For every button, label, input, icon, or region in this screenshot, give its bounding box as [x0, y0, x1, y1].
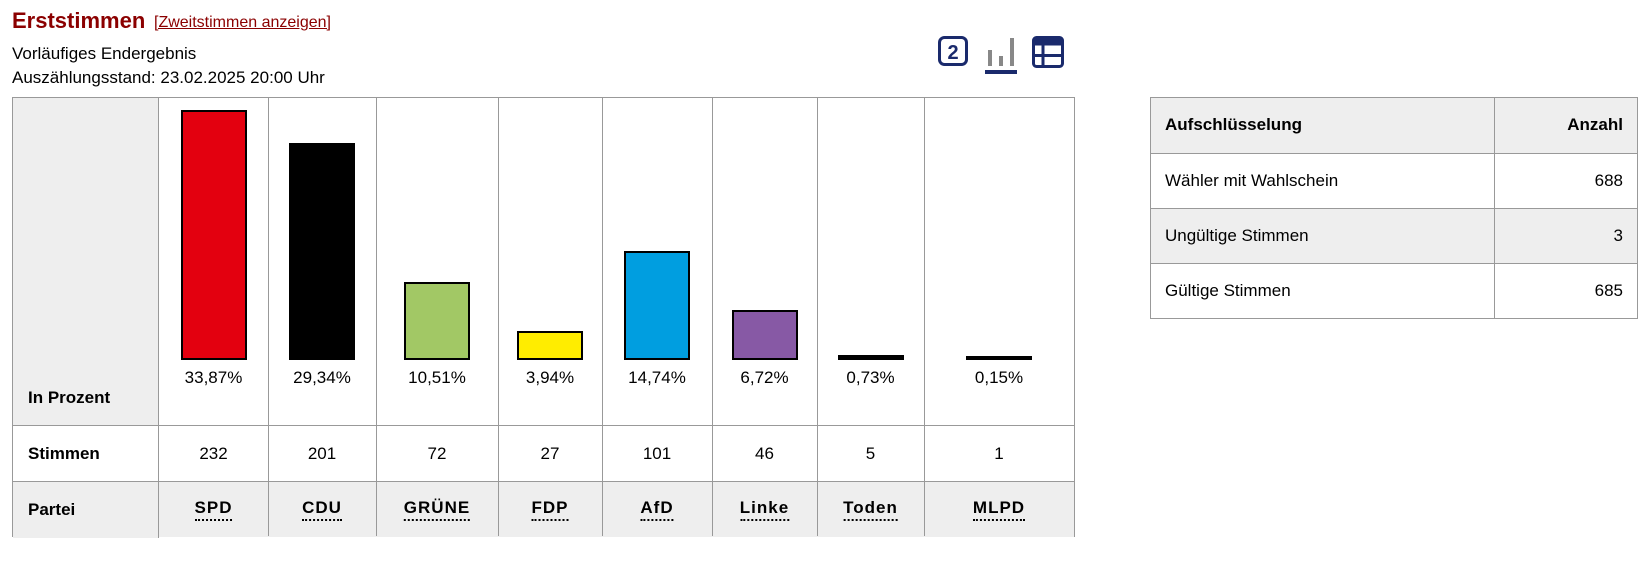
view-switcher: 2: [938, 36, 1068, 78]
bar-value-label: 6,72%: [740, 368, 789, 387]
bar-toden: [837, 354, 904, 360]
breakdown-row-label: Gültige Stimmen: [1165, 281, 1291, 300]
bar-chart-view-icon[interactable]: [984, 36, 1018, 76]
bar-value-label: 29,34%: [293, 368, 351, 387]
bar-value-label: 3,94%: [525, 368, 575, 387]
percent-row-header: In Prozent: [13, 98, 159, 426]
party-name[interactable]: SPD: [194, 498, 233, 521]
result-status: Vorläufiges Endergebnis: [12, 44, 197, 63]
breakdown-row-label: Wähler mit Wahlschein: [1165, 171, 1339, 190]
bar-value-label: 33,87%: [184, 368, 243, 387]
column-divider: [268, 98, 269, 536]
breakdown-header-count: Anzahl: [1567, 115, 1623, 134]
party-name[interactable]: GRÜNE: [403, 498, 471, 521]
party-row-header: Partei: [13, 482, 159, 538]
votes-cell: 232: [199, 444, 228, 463]
bar-mlpd: [966, 356, 1032, 360]
bar-spd: [180, 110, 247, 360]
bar-grüne: [404, 282, 470, 360]
party-name[interactable]: AfD: [640, 498, 674, 521]
party-name[interactable]: Toden: [843, 498, 898, 521]
breakdown-row-value: 688: [1594, 171, 1623, 190]
bar-value-label: 0,15%: [974, 368, 1024, 387]
column-divider: [602, 98, 603, 536]
breakdown-header-row: Aufschlüsselung Anzahl: [1151, 98, 1637, 153]
bar-fdp: [517, 330, 583, 360]
bar-linke: [731, 310, 798, 360]
bar-afd: [624, 251, 690, 360]
votes-cell: 5: [865, 444, 876, 463]
breakdown-header-label: Aufschlüsselung: [1165, 115, 1302, 134]
votes-cell: 1: [994, 444, 1004, 463]
results-chart: In Prozent Stimmen Partei 33,87% 232 SPD 29…: [12, 97, 1075, 538]
row-divider: [13, 481, 1074, 482]
votes-cell: 27: [540, 444, 560, 463]
column-divider: [376, 98, 377, 536]
party-name[interactable]: Linke: [739, 498, 790, 521]
party-row-label: Partei: [28, 500, 76, 519]
show-second-votes-link[interactable]: [Zweitstimmen anzeigen]: [154, 14, 331, 31]
votes-cell: 46: [755, 444, 774, 463]
bar-value-label: 10,51%: [408, 368, 466, 387]
party-row-background: [159, 482, 1074, 537]
table-view-icon[interactable]: [1032, 36, 1064, 68]
votes-cell: 101: [642, 444, 672, 463]
bar-value-label: 0,73%: [846, 368, 895, 387]
table-row: Ungültige Stimmen 3: [1151, 208, 1637, 263]
number-view-icon-text: 2: [947, 42, 958, 64]
votes-cell: 72: [427, 444, 447, 463]
bar-value-label: 14,74%: [628, 368, 686, 387]
column-divider: [498, 98, 499, 536]
bar-cdu: [289, 143, 355, 360]
votes-row-header: Stimmen: [13, 426, 159, 482]
page-title: Erststimmen: [12, 8, 146, 33]
row-divider: [13, 425, 1074, 426]
votes-cell: 201: [307, 444, 337, 463]
column-divider: [924, 98, 925, 536]
table-row: Wähler mit Wahlschein 688: [1151, 153, 1637, 208]
count-status: Auszählungsstand: 23.02.2025 20:00 Uhr: [12, 68, 325, 87]
breakdown-row-value: 3: [1613, 226, 1623, 245]
party-name[interactable]: FDP: [531, 498, 569, 521]
breakdown-table: Aufschlüsselung Anzahl Wähler mit Wahlsc…: [1150, 97, 1638, 319]
number-view-icon[interactable]: 2: [938, 36, 968, 66]
percent-row-label: In Prozent: [28, 388, 111, 407]
party-name[interactable]: MLPD: [972, 498, 1026, 521]
table-row: Gültige Stimmen 685: [1151, 263, 1637, 318]
party-name[interactable]: CDU: [302, 498, 342, 521]
breakdown-row-label: Ungültige Stimmen: [1165, 226, 1309, 245]
column-divider: [817, 98, 818, 536]
breakdown-row-value: 685: [1594, 281, 1623, 300]
column-divider: [712, 98, 713, 536]
votes-row-label: Stimmen: [28, 444, 100, 463]
